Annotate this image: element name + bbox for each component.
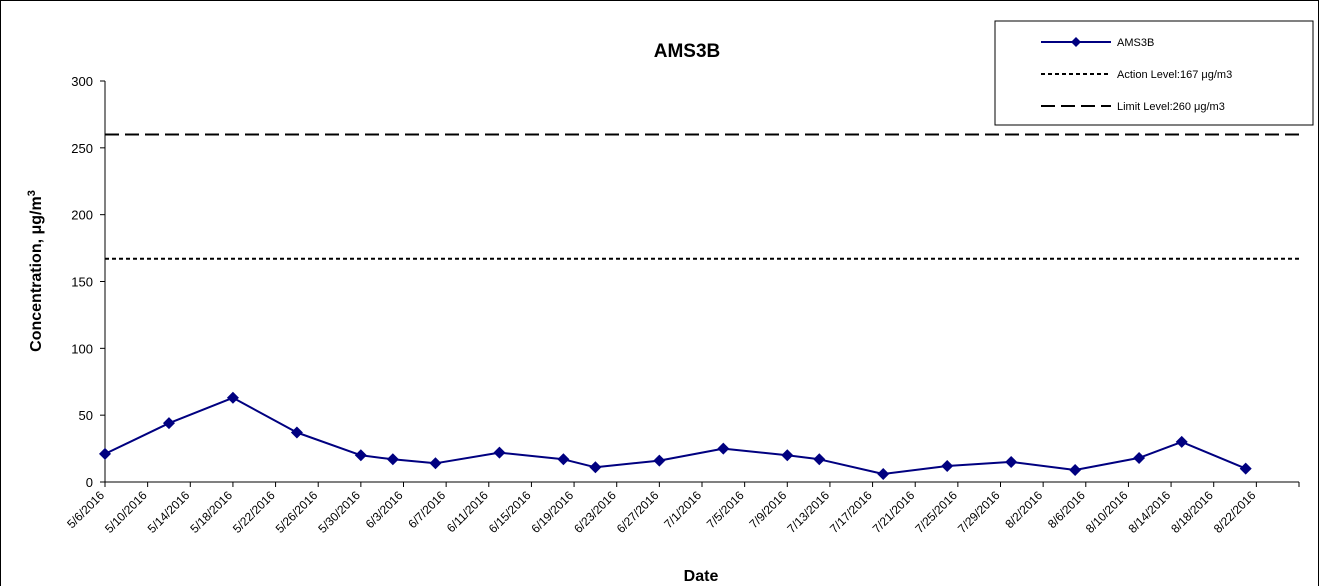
x-tick-label: 6/23/2016 <box>571 488 619 536</box>
x-tick-label: 6/7/2016 <box>405 488 448 531</box>
x-tick-label: 8/22/2016 <box>1211 488 1259 536</box>
legend-series-marker <box>1071 37 1081 47</box>
series-line <box>104 396 1247 475</box>
y-tick-label: 150 <box>71 275 93 290</box>
data-point <box>941 459 954 472</box>
legend-limit-level-label: Limit Level:260 μg/m3 <box>1117 101 1225 113</box>
x-tick-label: 8/14/2016 <box>1126 488 1174 536</box>
data-point <box>1239 462 1252 475</box>
legend: AMS3B Action Level:167 μg/m3 Limit Level… <box>994 20 1314 126</box>
y-tick-label: 0 <box>86 475 93 490</box>
data-point <box>1175 435 1188 448</box>
data-point <box>1133 451 1146 464</box>
plot-area: 0 50 100 150 200 250 300 5/6/20165/10/20165/14/… <box>64 74 1300 536</box>
data-point <box>557 453 570 466</box>
legend-action-level-label: Action Level:167 μg/m3 <box>1117 69 1232 81</box>
data-point <box>290 426 303 439</box>
data-point <box>226 391 239 404</box>
x-tick-label: 5/30/2016 <box>315 488 363 536</box>
data-point <box>493 446 506 459</box>
x-tick-label: 6/3/2016 <box>363 488 406 531</box>
x-tick-label: 7/21/2016 <box>870 488 918 536</box>
x-tick-label: 6/15/2016 <box>486 488 534 536</box>
x-tick-label: 7/5/2016 <box>704 488 747 531</box>
data-point <box>386 453 399 466</box>
x-tick-label: 5/22/2016 <box>230 488 278 536</box>
y-tick-label: 300 <box>71 74 93 89</box>
data-point <box>99 447 111 460</box>
x-tick-label: 5/6/2016 <box>64 488 107 531</box>
x-tick-label: 5/10/2016 <box>102 488 150 536</box>
y-tick-label: 250 <box>71 141 93 156</box>
data-point <box>877 467 890 480</box>
x-tick-label: 7/13/2016 <box>784 488 832 536</box>
x-tick-label: 8/2/2016 <box>1002 488 1045 531</box>
chart-title: AMS3B <box>654 41 721 62</box>
y-axis-title: Concentration, μg/m3 <box>26 190 45 352</box>
x-tick-label: 8/6/2016 <box>1045 488 1088 531</box>
x-tick-label: 8/18/2016 <box>1168 488 1216 536</box>
x-tick-label: 6/11/2016 <box>444 488 491 535</box>
x-tick-label: 5/26/2016 <box>273 488 321 536</box>
data-point <box>589 461 602 474</box>
data-point <box>429 457 442 470</box>
x-tick-label: 8/10/2016 <box>1083 488 1131 536</box>
data-point <box>781 449 794 462</box>
data-point <box>162 417 175 430</box>
y-tick-label: 200 <box>71 208 93 223</box>
data-point <box>1069 463 1082 476</box>
data-point <box>717 442 730 455</box>
x-tick-label: 7/25/2016 <box>912 488 960 536</box>
x-tick-label: 7/17/2016 <box>827 488 875 536</box>
x-tick-label: 7/1/2016 <box>661 488 704 531</box>
x-tick-label: 6/19/2016 <box>529 488 577 536</box>
x-tick-label: 7/29/2016 <box>955 488 1003 536</box>
y-tick-label: 50 <box>79 408 93 423</box>
x-tick-label: 5/14/2016 <box>145 488 193 536</box>
data-point <box>653 454 666 467</box>
x-tick-label: 7/9/2016 <box>746 488 789 531</box>
data-point <box>354 449 367 462</box>
x-tick-label: 5/18/2016 <box>187 488 235 536</box>
y-tick-label: 100 <box>71 341 93 356</box>
x-tick-label: 6/27/2016 <box>614 488 662 536</box>
data-point <box>1005 455 1018 468</box>
x-axis-title: Date <box>684 568 719 585</box>
legend-series-label: AMS3B <box>1117 37 1154 49</box>
data-point <box>813 453 826 466</box>
